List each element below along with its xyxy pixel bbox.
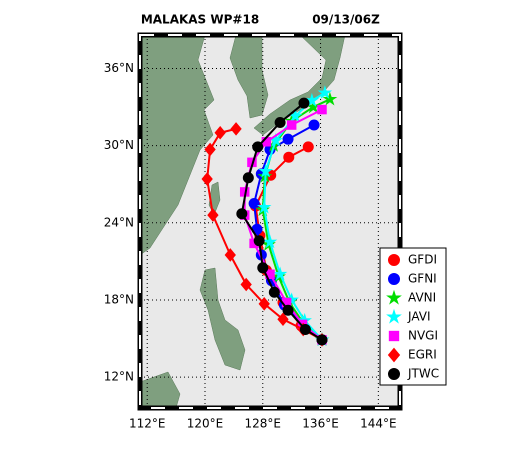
marker [224, 248, 236, 262]
marker [248, 197, 260, 209]
marker [256, 199, 272, 214]
marker [316, 334, 328, 346]
x-tick-label: 144°E [360, 417, 397, 431]
marker [388, 254, 400, 266]
y-tick-label: 18°N [104, 292, 134, 306]
marker [386, 308, 402, 324]
marker [282, 133, 294, 145]
legend-label: GFNI [408, 272, 437, 286]
legend-label: EGRI [408, 348, 437, 362]
marker [317, 104, 327, 115]
y-tick-label: 24°N [104, 215, 134, 229]
marker [242, 172, 254, 184]
x-tick-label: 136°E [302, 417, 339, 431]
y-tick-label: 12°N [104, 370, 134, 384]
marker [286, 120, 297, 130]
x-tick-label: 128°E [245, 417, 282, 431]
marker [214, 125, 226, 140]
chart-title: MALAKAS WP#18 [141, 13, 259, 27]
marker [252, 141, 264, 153]
marker [304, 92, 320, 107]
x-tick-label: 112°E [129, 417, 166, 431]
marker [258, 163, 273, 178]
marker [277, 312, 289, 327]
marker [302, 141, 314, 153]
marker [283, 151, 295, 163]
marker [262, 234, 278, 249]
marker [257, 262, 269, 274]
land [140, 35, 346, 408]
marker [388, 273, 400, 285]
marker [282, 304, 294, 316]
marker [240, 277, 252, 292]
marker [204, 142, 216, 157]
legend-label: JTWC [407, 367, 439, 381]
marker [268, 286, 280, 298]
marker [236, 208, 248, 220]
y-tick-label: 36°N [104, 61, 134, 75]
marker [299, 324, 311, 336]
y-tick-label: 30°N [104, 138, 134, 152]
marker [230, 122, 242, 136]
marker [274, 116, 286, 128]
chart-subtitle: 09/13/06Z [312, 13, 380, 27]
marker [201, 172, 213, 186]
marker [272, 266, 288, 281]
marker [387, 347, 401, 363]
marker [322, 91, 338, 106]
marker [308, 119, 320, 131]
marker [298, 97, 310, 109]
marker [388, 368, 400, 380]
marker [253, 235, 265, 247]
legend: GFDI GFNI AVNI JAVI NVGI EGRI JTWC [379, 247, 447, 386]
marker [258, 297, 270, 311]
legend-label: NVGI [408, 329, 438, 343]
x-tick-label: 120°E [187, 417, 224, 431]
legend-label: JAVI [407, 310, 431, 324]
marker [386, 289, 402, 305]
legend-label: GFDI [408, 253, 437, 267]
marker [317, 85, 333, 100]
marker [388, 330, 400, 342]
legend-label: AVNI [408, 291, 436, 305]
map-frame-pattern [139, 34, 401, 409]
marker [207, 208, 219, 222]
